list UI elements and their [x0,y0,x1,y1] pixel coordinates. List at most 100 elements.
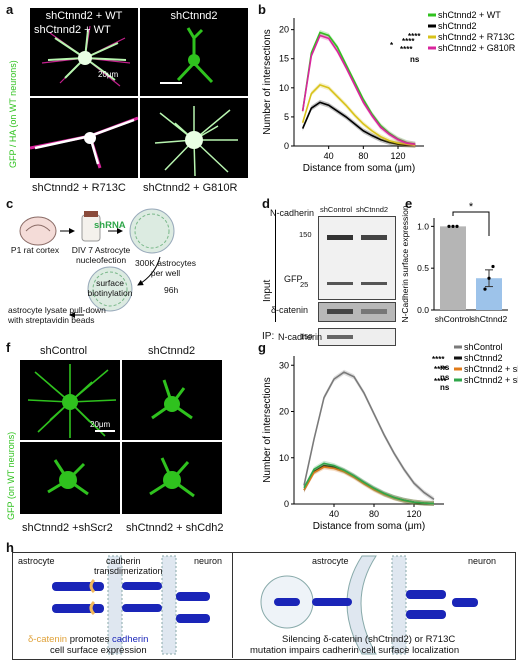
legend-entry: shCtnnd2 [464,353,503,363]
lane-label: shControl [320,205,353,214]
h-label-neuron-r: neuron [468,556,497,566]
x-tick-label: 80 [369,509,379,519]
x-tick-label: 120 [406,509,421,519]
h-label-transdim: transdimerization [94,566,163,576]
x-axis-label: Distance from soma (μm) [303,163,415,174]
model-box [12,552,516,660]
h-left-caption2: cell surface expression [50,645,147,656]
h-label-neuron: neuron [194,556,223,566]
scale-bar-f [95,430,115,432]
legend-entry: shCtnnd2 + shCdh2 [464,375,518,385]
panel-label-a: a [6,2,14,17]
y-tick-label: 1.0 [417,221,429,231]
blot-catenin [318,302,396,322]
micrograph-title: shCtnnd2 [170,10,218,22]
panel-label-g: g [258,340,266,355]
h-label-cadherin: cadherin [106,556,141,566]
input-label: Input [262,279,273,302]
ip-label: IP: [262,331,275,342]
band-gfp: GFP [284,274,303,284]
legend-entry: shCtnnd2 + shScr2 [464,364,518,374]
y-tick-label: 15 [279,54,289,64]
panel-label-h: h [6,540,14,555]
x-axis-label: Distance from soma (μm) [313,521,425,532]
micrograph-shscr2 [20,442,120,514]
series-line [301,34,416,146]
caption-g810r: shCtnnd2 + G810R [143,182,238,194]
f-title: shCtnnd2 [148,345,196,357]
x-tick-label: 40 [329,509,339,519]
y-axis-label: Number of intersections [262,29,273,135]
astrocyte-image [154,106,238,177]
input-bracket [275,210,276,322]
chart-g: 0 10 20 30 40 80 120 Distance from soma (μm) Num… [262,342,518,532]
series-band [302,30,416,147]
stat-mark: **** [408,32,421,41]
data-point [487,276,491,280]
band-ncadherin: N-cadherin [270,208,315,218]
h-right-caption2: mutation impairs cadherin cell surface l… [250,645,460,656]
y-tick-label: 10 [279,83,289,93]
h-label-astrocyte-r: astrocyte [312,556,349,566]
y-tick-label: 0 [284,141,289,151]
x-tick-label: 120 [390,151,405,161]
y-axis-label: N-Cadherin surface expression [400,205,410,322]
panel-label-e: e [405,196,413,211]
mw-150: 150 [299,230,312,239]
brain-icon [19,216,57,246]
sig-bracket [452,211,490,236]
astrocyte-image [47,459,89,496]
y-tick-label: 10 [279,453,289,463]
y-tick-label: 5 [284,112,289,122]
stat-mark: **** [434,377,447,386]
x-tick-label: shCtnnd2 [471,314,508,324]
micrograph-g810r [140,98,248,178]
band [361,235,387,240]
data-point [491,264,495,269]
chart-e: 0.0 0.5 1.0 shControl shCtnnd2 * N-Cadherin su… [400,201,508,324]
mw-25: 25 [300,280,309,289]
x-tick-label: 40 [324,151,334,161]
micrograph-title: shCtnnd2 + WT [34,24,111,36]
stat-mark: * [390,41,394,50]
x-tick-label: 80 [358,151,368,161]
lane-label: shCtnnd2 [356,205,389,214]
y-axis-label: Number of intersections [262,377,273,483]
astrocyte-image [30,116,138,169]
data-point [451,224,455,228]
scale-label-f: 20μm [90,420,111,429]
data-point [455,224,459,228]
stat-mark: **** [402,37,415,46]
panel-label-c: c [6,196,14,211]
stat-mark: ns [440,383,450,392]
panel-label-d: d [262,196,270,211]
side-label-a: GFP / HA (on WT neurons) [8,60,18,168]
series-band [302,82,416,148]
series-line [301,101,416,147]
stat-mark: ns [440,363,450,372]
step-biotinylation: surface biotinylation [87,278,133,298]
caption-r713c: shCtnnd2 + R713C [32,182,126,194]
sig-mark: * [469,201,474,213]
legend-entry: shCtnnd2 + R713C [438,32,515,42]
side-label-f: GFP (on WT neurons) [6,431,16,520]
chart-b: 0 5 10 15 20 40 80 120 Distance from soma (μm) Nu… [262,10,516,174]
step-astrocytes: 300K astrocytes per well [135,258,196,278]
astrocyte-image [149,457,195,498]
data-point [447,224,451,228]
astrocyte-image [41,25,131,87]
stat-mark: **** [432,355,445,364]
model-diagram [52,555,478,655]
f-title: shControl [40,345,88,357]
h-left-caption: δ-catenin promotes cadherin [28,634,149,645]
y-tick-label: 20 [279,25,289,35]
series-line [301,83,416,147]
legend-entry: shControl [464,342,503,352]
stat-mark: ns [440,373,450,382]
series-line [303,462,435,505]
legend-entry: shCtnnd2 + WT [438,10,501,20]
workflow-diagram [19,208,175,318]
panel-label-f: f [6,340,11,355]
blot-ip [318,328,396,346]
f-caption: shCtnnd2 + shCdh2 [126,522,224,534]
